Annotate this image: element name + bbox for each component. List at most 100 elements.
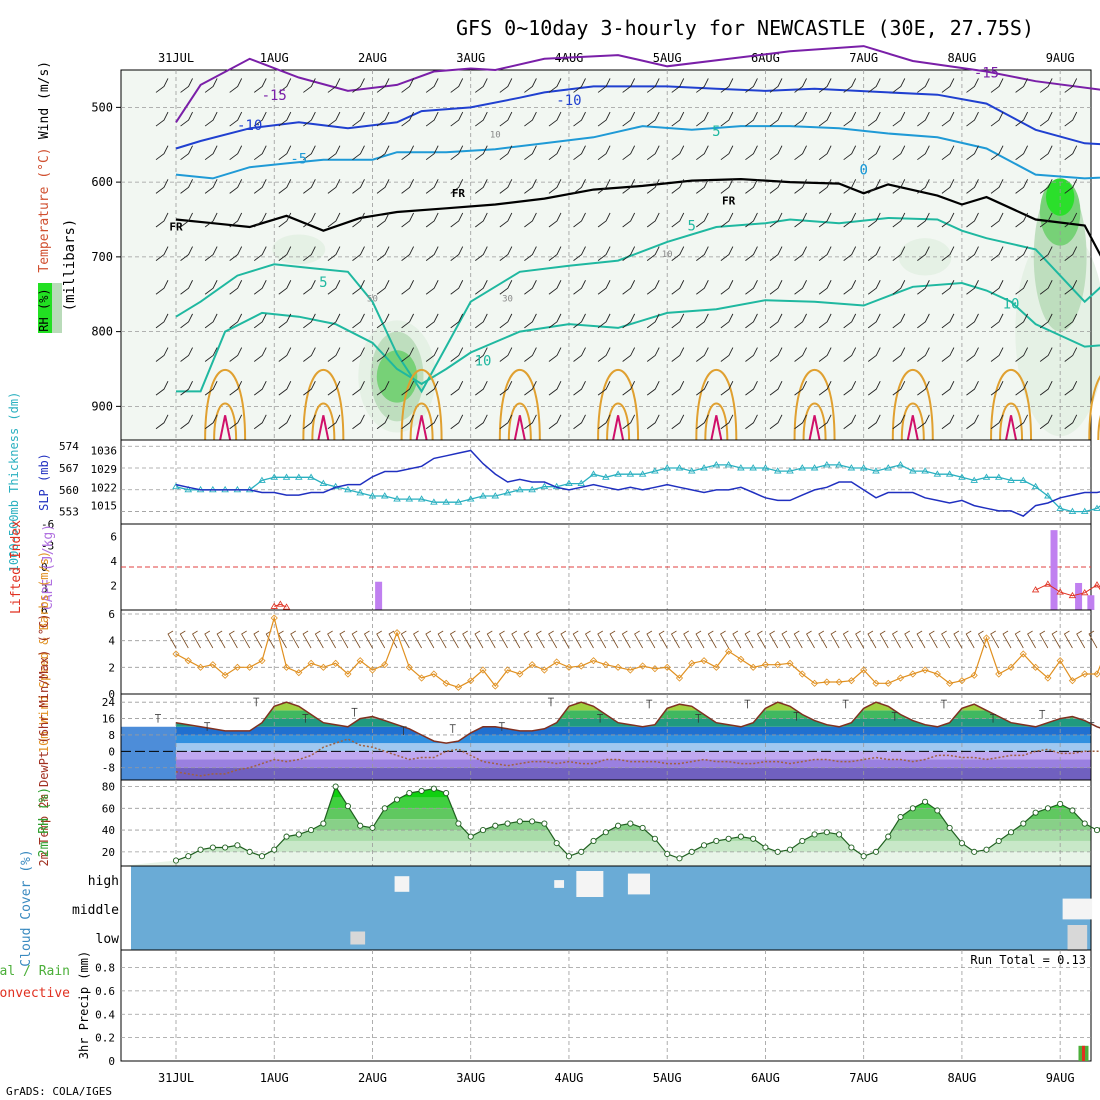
surface-wind-barb — [707, 630, 717, 649]
surface-wind-barb — [584, 630, 594, 649]
wind-barb — [917, 212, 930, 228]
rh-contour-label: 10 — [490, 130, 501, 140]
isotherm-spike — [695, 368, 738, 441]
thickness-point — [1080, 507, 1089, 515]
wind-barb — [892, 78, 906, 93]
thickness-point — [663, 464, 671, 471]
wind-barb — [499, 347, 513, 362]
wind-barb — [745, 212, 758, 228]
wind-barb — [425, 313, 439, 329]
wind-barb — [180, 380, 193, 396]
wind-barb — [475, 212, 488, 228]
wind-barb — [573, 111, 586, 127]
wind-speed-point — [639, 662, 647, 670]
wind-barb — [425, 78, 439, 93]
wind-barb — [524, 280, 537, 295]
wind-barb — [1039, 414, 1053, 430]
temp-tick-label: 0 — [108, 745, 115, 758]
wind-barb — [278, 145, 292, 161]
rh-point — [958, 840, 965, 847]
wind-barb — [696, 78, 709, 93]
wind-barb — [303, 179, 316, 194]
bottom-date-axis: 31JUL 1AUG 2AUG 3AUG 4AUG 5AUG 6AUG 7AUG 8AUG 9AU… — [158, 1071, 1075, 1085]
wind-speed-point — [1032, 663, 1040, 671]
thickness-point — [528, 485, 536, 493]
rh-band-group — [121, 786, 1091, 866]
wind-axis-label: 10m Wind Speed & Barbs (m/s) — [37, 551, 51, 753]
surface-wind-barb — [474, 630, 484, 649]
wind-barb — [941, 111, 955, 127]
rh-point — [504, 820, 511, 827]
surface-wind-barb — [192, 630, 201, 649]
wind-barb — [376, 212, 390, 228]
wind-barb — [425, 179, 439, 194]
wind-barb — [1039, 145, 1053, 161]
rh-point — [615, 822, 622, 829]
lifted-index-tick-label: 6 — [41, 604, 48, 617]
wind-barb — [720, 212, 734, 228]
wind-barb — [696, 212, 709, 228]
wind-barb — [671, 414, 685, 430]
wind-barb — [990, 347, 1004, 362]
rh-axis-label: 2m RH (%) — [37, 787, 52, 857]
wind-barb — [794, 212, 807, 228]
rh-point — [197, 846, 204, 853]
wind-barb — [696, 380, 709, 396]
thickness-point — [687, 467, 696, 474]
wind-barb — [843, 145, 857, 161]
rh-point — [271, 846, 278, 853]
wind-speed-point — [896, 674, 905, 682]
wind-speed-point — [430, 670, 438, 678]
precip-convective-legend: Convective — [0, 986, 70, 1001]
thickness-point — [331, 482, 340, 490]
thickness-point — [859, 464, 868, 471]
wind-barb — [573, 313, 586, 329]
surface-wind-barb — [1039, 630, 1049, 649]
rh-patch — [898, 238, 952, 276]
wind-barb — [917, 313, 930, 329]
isotherm-spike — [802, 402, 827, 441]
wind-barb — [475, 145, 488, 161]
wind-barb — [794, 145, 807, 161]
wind-barb — [278, 414, 292, 430]
wind-barb — [352, 414, 365, 430]
wind-barb — [327, 145, 341, 161]
wind-barb — [646, 78, 660, 93]
rh-point — [602, 829, 609, 836]
surface-wind-barb — [732, 630, 742, 649]
wind-barb — [818, 212, 832, 228]
rh-point — [1069, 807, 1076, 814]
surface-wind-barb — [597, 630, 607, 649]
wind-barb — [180, 347, 193, 362]
rh-point — [1032, 809, 1039, 816]
wind-barb — [720, 347, 734, 362]
wind-barb — [843, 179, 857, 194]
wind-barb — [524, 246, 537, 261]
rh-tick-label: 20 — [102, 846, 115, 859]
wind-barb — [278, 280, 292, 295]
cape-bar — [1087, 595, 1095, 610]
wind-barb — [155, 212, 169, 228]
wind-barb — [548, 313, 562, 329]
wind-barb — [573, 414, 586, 430]
date-label: 2AUG — [358, 1071, 387, 1085]
wind-barb — [818, 111, 832, 127]
rh-point — [627, 820, 634, 827]
wind-barb — [1039, 347, 1053, 362]
wind-speed-point — [933, 670, 941, 678]
wind-barb — [1039, 280, 1053, 295]
surface-wind-barb — [634, 630, 643, 649]
wind-barb — [303, 313, 316, 329]
isotherm-spike — [204, 368, 247, 441]
wind-barb — [745, 145, 758, 161]
wind-speed-point — [1007, 663, 1015, 671]
wind-barb — [327, 380, 341, 396]
thickness-point — [344, 485, 352, 493]
wind-barb — [622, 380, 636, 396]
surface-wind-barb — [388, 630, 398, 649]
slp-axis-label: SLP (mb) — [37, 453, 51, 511]
wind-barb — [622, 179, 636, 194]
surface-wind-barb — [916, 630, 926, 649]
wind-barb — [155, 414, 169, 430]
